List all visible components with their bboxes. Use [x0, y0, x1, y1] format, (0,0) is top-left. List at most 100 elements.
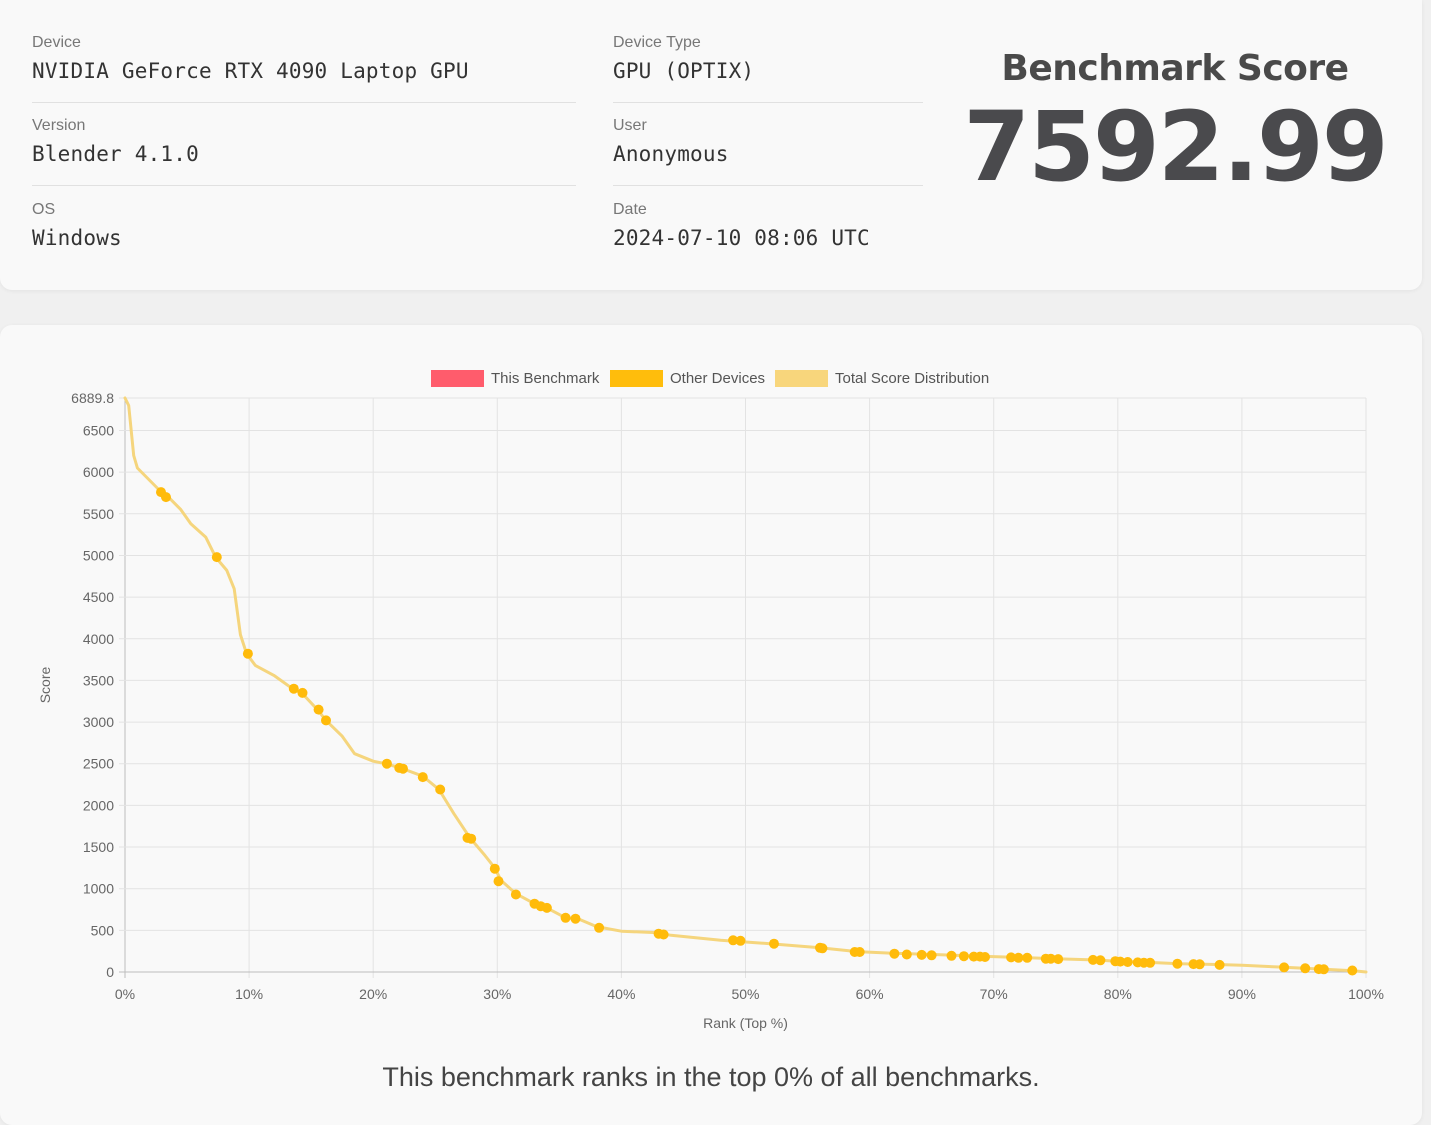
y-tick-label: 4500 [83, 589, 114, 605]
rank-summary: This benchmark ranks in the top 0% of al… [382, 1062, 1040, 1092]
os-label: OS [32, 201, 56, 218]
data-point [417, 772, 428, 783]
device-type-label: Device Type [613, 34, 701, 51]
data-point [560, 912, 571, 923]
legend-swatch [775, 370, 828, 387]
data-point [1172, 958, 1183, 969]
separator [32, 185, 576, 186]
data-point [980, 952, 990, 962]
info-card: Device NVIDIA GeForce RTX 4090 Laptop GP… [0, 0, 1422, 290]
data-point [1214, 959, 1225, 970]
y-axis-title: Score [37, 667, 53, 704]
x-tick-label: 50% [731, 986, 759, 1002]
distribution-chart: 0% 10% 20% 30% 40% 50% 60% 70% 80% 90% 100% 0 500 100… [37, 370, 1384, 1031]
data-point [817, 943, 828, 954]
benchmark-score-value: 7592.99 [963, 91, 1388, 203]
data-point [489, 863, 500, 874]
data-point [381, 758, 392, 769]
data-point [769, 938, 779, 949]
x-tick-label: 20% [359, 986, 387, 1002]
y-tick-label: 5500 [83, 506, 114, 522]
data-point [242, 648, 253, 659]
chart-card: 0% 10% 20% 30% 40% 50% 60% 70% 80% 90% 100% 0 500 100… [0, 325, 1422, 1125]
data-point [728, 935, 739, 946]
os-value: Windows [32, 226, 122, 250]
x-tick-label: 40% [607, 986, 635, 1002]
data-point [493, 876, 504, 887]
x-tick-label: 60% [856, 986, 884, 1002]
data-point [1022, 952, 1033, 963]
data-point [1194, 959, 1205, 970]
device-value: NVIDIA GeForce RTX 4090 Laptop GPU [32, 59, 469, 83]
x-tick-label: 90% [1228, 986, 1256, 1002]
data-point [926, 950, 937, 961]
y-tick-label: 1500 [83, 839, 114, 855]
data-point [466, 833, 477, 844]
legend-label: Other Devices [670, 370, 765, 387]
separator [613, 185, 923, 186]
series-line [123, 396, 1368, 974]
benchmark-score-title: Benchmark Score [1001, 48, 1349, 89]
y-tick-label: 6000 [83, 464, 114, 480]
data-point [321, 715, 331, 726]
data-point [916, 949, 927, 960]
data-point [1347, 965, 1358, 976]
y-tick-label: 2500 [83, 756, 114, 772]
data-point [288, 683, 299, 694]
data-point [161, 492, 171, 503]
y-tick-label: 4000 [83, 631, 114, 647]
data-point [1279, 962, 1290, 973]
data-point [1013, 952, 1024, 963]
y-tick-label: 6889.8 [71, 390, 114, 406]
x-tick-label: 70% [980, 986, 1008, 1002]
data-point [435, 784, 446, 795]
data-point [958, 951, 969, 962]
y-tick-label: 1000 [83, 881, 114, 897]
user-value: Anonymous [613, 142, 729, 166]
data-point [570, 913, 581, 924]
data-point [313, 704, 324, 715]
data-point [946, 950, 957, 961]
data-point [211, 552, 222, 563]
x-tick-label: 30% [483, 986, 511, 1002]
y-tick-label: 0 [106, 964, 114, 980]
data-point [510, 889, 521, 900]
device-type-value: GPU (OPTIX) [613, 59, 755, 83]
legend-label: Total Score Distribution [835, 370, 989, 387]
data-point [854, 947, 865, 957]
data-point [735, 935, 746, 946]
device-label: Device [32, 34, 81, 51]
data-point [1095, 955, 1106, 966]
data-point [594, 922, 605, 933]
y-tick-label: 5000 [83, 547, 114, 563]
version-value: Blender 4.1.0 [32, 142, 199, 166]
data-point [1006, 952, 1017, 963]
data-point [1122, 957, 1133, 967]
data-point [1053, 954, 1064, 965]
version-label: Version [32, 117, 86, 134]
y-tick-label: 3000 [83, 714, 114, 730]
legend-swatch [610, 370, 663, 387]
date-label: Date [613, 201, 647, 218]
date-value: 2024-07-10 08:06 UTC [613, 226, 870, 250]
y-tick-label: 2000 [83, 797, 114, 813]
x-tick-label: 10% [235, 986, 263, 1002]
y-tick-label: 3500 [83, 672, 114, 688]
separator [32, 102, 576, 103]
data-point [541, 902, 552, 913]
x-axis-title: Rank (Top %) [703, 1015, 788, 1031]
data-point [1318, 964, 1329, 975]
data-point [901, 949, 912, 960]
data-point [1045, 953, 1056, 964]
legend-swatch [431, 370, 484, 387]
data-point [1300, 963, 1311, 974]
data-point [297, 687, 308, 698]
data-point [1145, 957, 1156, 968]
x-tick-label: 100% [1348, 986, 1384, 1002]
x-tick-label: 80% [1104, 986, 1132, 1002]
legend-label: This Benchmark [491, 370, 600, 387]
separator [613, 102, 923, 103]
user-label: User [613, 117, 647, 134]
data-point [1088, 954, 1098, 965]
data-point [889, 948, 900, 959]
